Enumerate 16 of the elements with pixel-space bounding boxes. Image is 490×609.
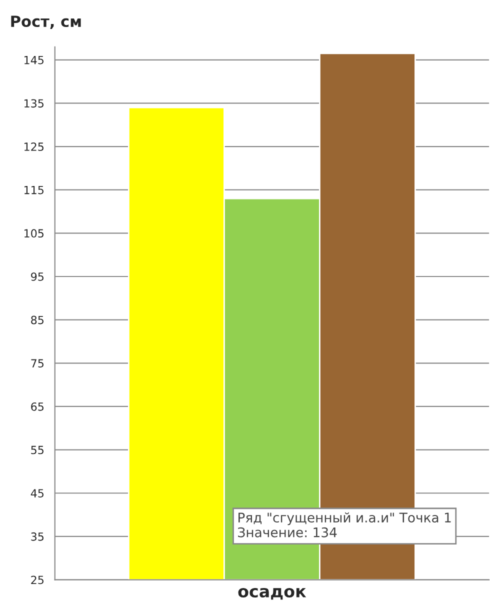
y-tick-label: 95 xyxy=(31,272,44,281)
x-tick-label: осадок xyxy=(238,588,306,600)
y-axis-title: Рост, см xyxy=(11,16,81,30)
y-tick-label: 105 xyxy=(24,229,44,238)
y-tick-label: 125 xyxy=(24,142,44,151)
y-tick-label: 115 xyxy=(24,186,44,194)
y-tick-label: 85 xyxy=(31,316,44,324)
y-tick-label: 55 xyxy=(31,446,44,454)
y-tick-label: 45 xyxy=(30,489,44,498)
y-tick-label: 75 xyxy=(31,359,44,368)
y-tick-label: 145 xyxy=(24,56,44,64)
y-tick-label: 35 xyxy=(31,532,44,541)
annotation: Ряд "сгущенный и.а.и" Точка 1 Значение: 134 xyxy=(238,512,451,538)
y-tick-label: 135 xyxy=(24,99,44,108)
y-tick-label: 65 xyxy=(31,402,44,411)
y-tick-label: 25 xyxy=(31,576,44,584)
